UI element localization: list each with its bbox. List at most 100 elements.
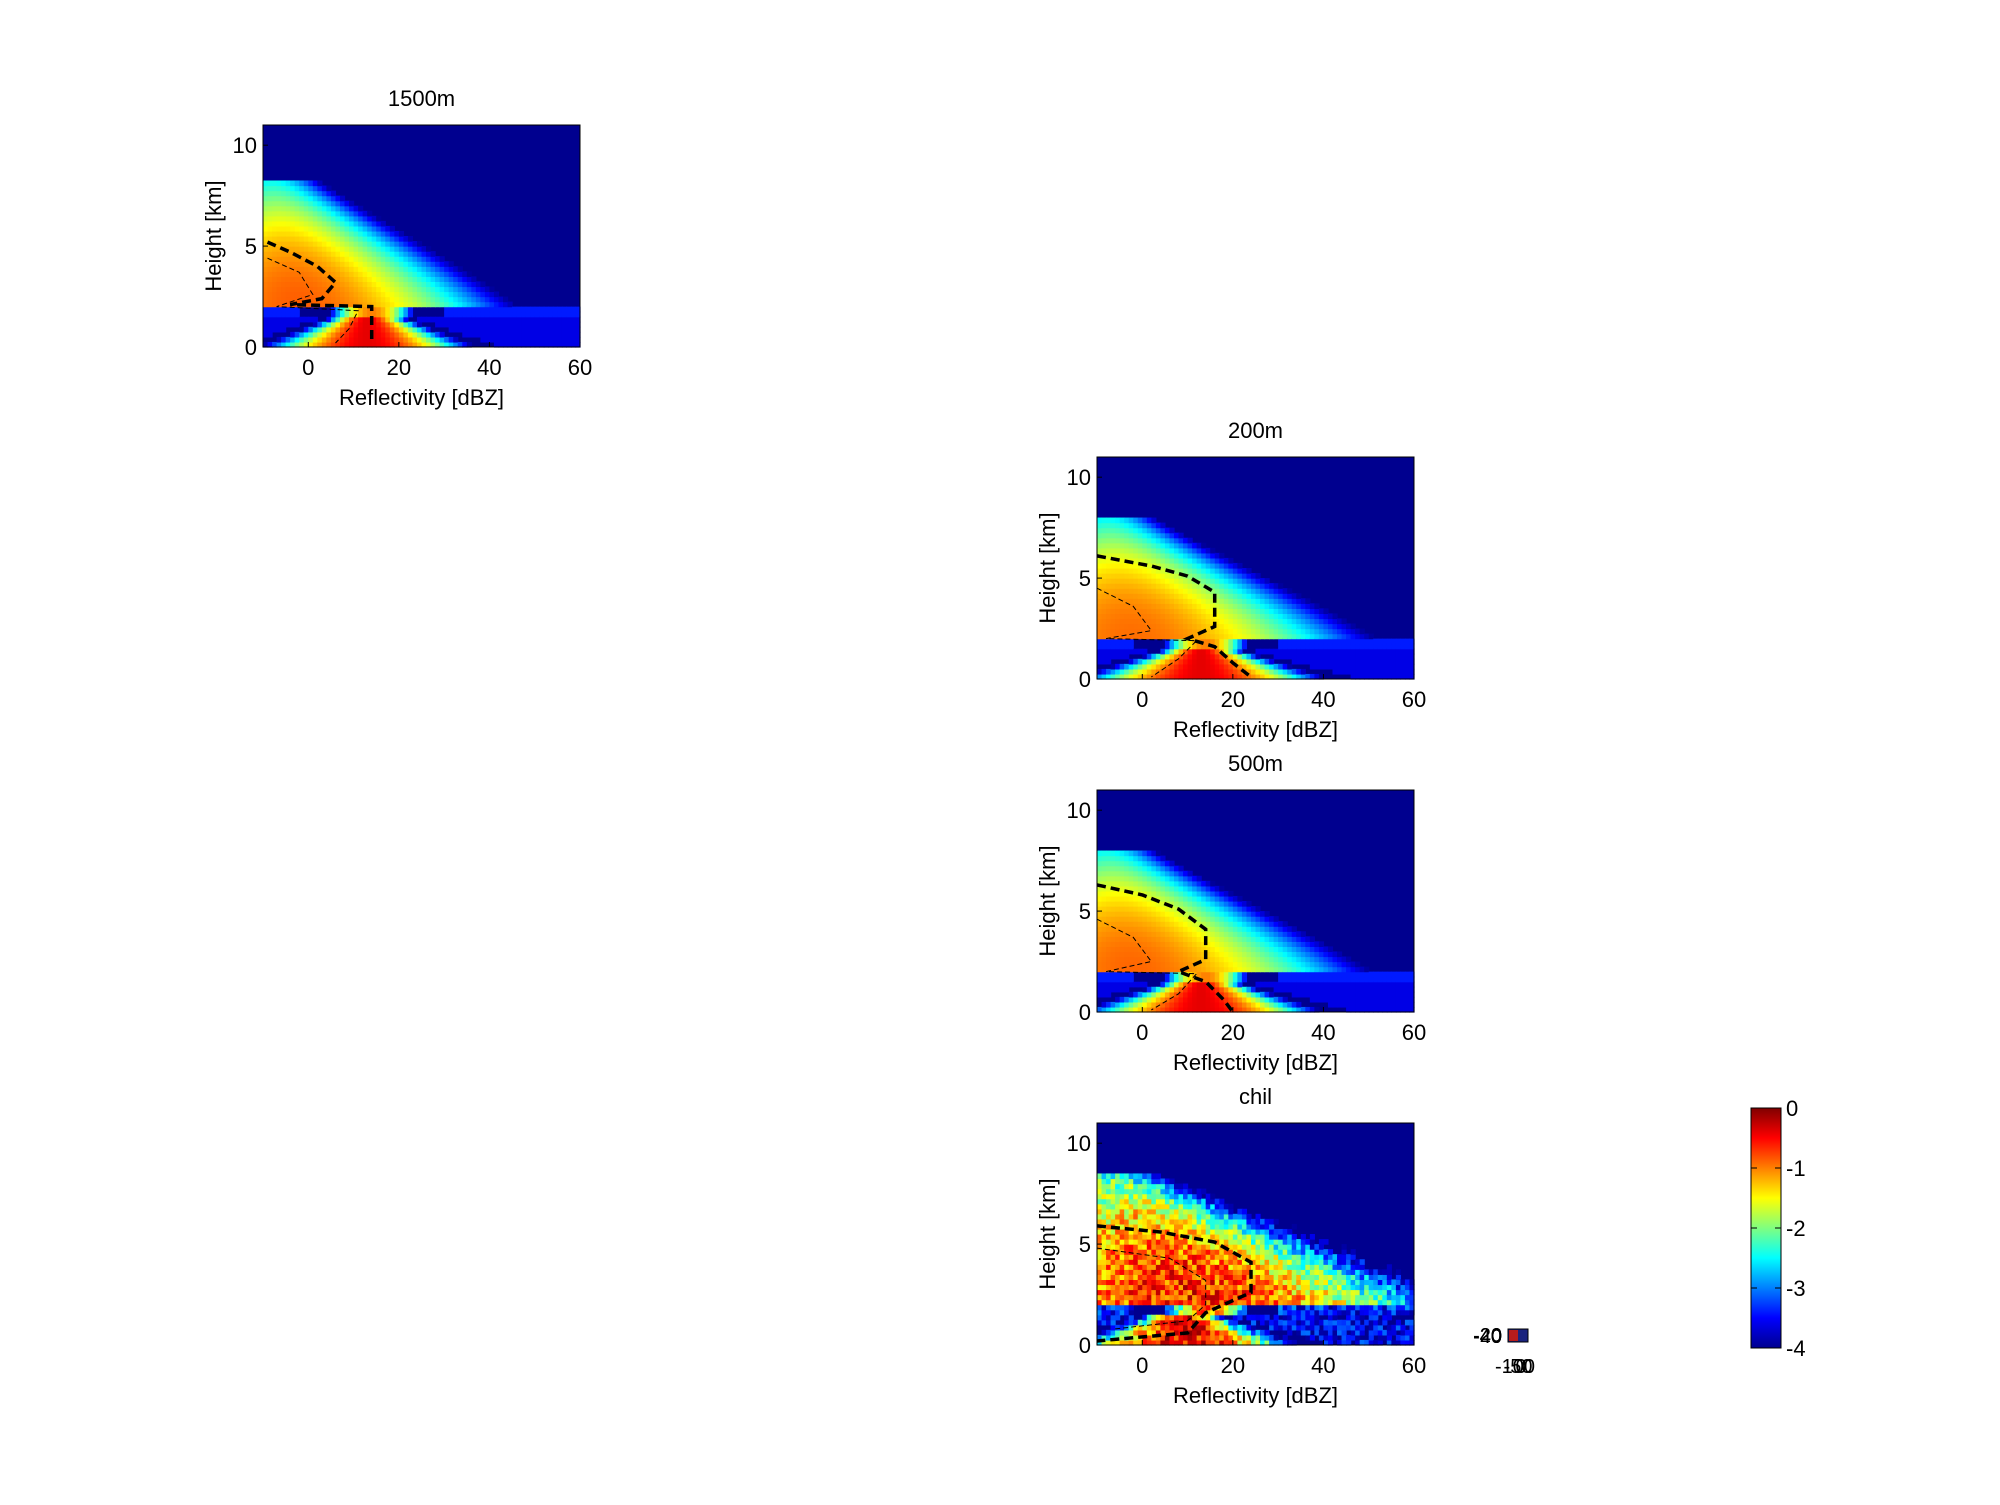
- heatmap-cell: [1242, 911, 1247, 917]
- heatmap-cell: [508, 317, 513, 323]
- heatmap-cell: [1310, 603, 1315, 609]
- heatmap-cell: [431, 286, 436, 292]
- heatmap-cell: [417, 281, 422, 287]
- heatmap-cell: [1201, 916, 1206, 922]
- heatmap-cell: [1224, 634, 1229, 640]
- heatmap-cell: [1160, 911, 1165, 917]
- heatmap-cell: [1219, 573, 1224, 579]
- heatmap-cell: [1124, 1179, 1129, 1185]
- heatmap-cell: [517, 327, 522, 333]
- heatmap-cell: [471, 297, 476, 303]
- heatmap-cell: [1165, 946, 1170, 952]
- heatmap-cell: [1129, 1264, 1134, 1270]
- heatmap-cell: [1133, 951, 1138, 957]
- heatmap-cell: [1228, 951, 1233, 957]
- heatmap-cell: [1169, 563, 1174, 569]
- heatmap-cell: [1156, 861, 1161, 867]
- heatmap-cell: [1147, 608, 1152, 614]
- heatmap-cell: [1251, 906, 1256, 912]
- heatmap-cell: [1391, 1002, 1396, 1008]
- heatmap-cell: [1156, 1290, 1161, 1296]
- heatmap-cell: [1323, 659, 1328, 665]
- heatmap-cell: [1369, 1002, 1374, 1008]
- heatmap-cell: [272, 266, 277, 272]
- heatmap-cell: [1174, 548, 1179, 554]
- heatmap-cell: [1151, 891, 1156, 897]
- heatmap-cell: [1097, 1300, 1102, 1306]
- heatmap-cell: [1396, 664, 1401, 670]
- heatmap-cell: [1224, 558, 1229, 564]
- heatmap-cell: [1129, 881, 1134, 887]
- heatmap-cell: [503, 307, 508, 313]
- heatmap-cell: [1179, 659, 1184, 665]
- heatmap-cell: [1278, 618, 1283, 624]
- heatmap-cell: [1160, 1199, 1165, 1205]
- heatmap-cell: [1115, 583, 1120, 589]
- heatmap-cell: [326, 221, 331, 227]
- heatmap-cell: [1188, 563, 1193, 569]
- heatmap-cell: [1319, 618, 1324, 624]
- heatmap-cell: [1169, 941, 1174, 947]
- heatmap-cell: [1260, 941, 1265, 947]
- heatmap-cell: [286, 196, 291, 202]
- heatmap-cell: [431, 327, 436, 333]
- heatmap-cell: [358, 266, 363, 272]
- heatmap-cell: [1147, 916, 1152, 922]
- heatmap-cell: [1219, 901, 1224, 907]
- heatmap-cell: [503, 337, 508, 343]
- heatmap-cell: [1160, 992, 1165, 998]
- heatmap-cell: [1120, 946, 1125, 952]
- heatmap-cell: [467, 286, 472, 292]
- heatmap-cell: [1106, 901, 1111, 907]
- heatmap-cell: [1106, 1264, 1111, 1270]
- heatmap-cell: [1151, 613, 1156, 619]
- heatmap-cell: [1133, 1173, 1138, 1179]
- heatmap-cell: [1197, 1219, 1202, 1225]
- heatmap-cell: [1242, 921, 1247, 927]
- heatmap-cell: [1124, 613, 1129, 619]
- heatmap-cell: [403, 302, 408, 308]
- heatmap-cell: [354, 236, 359, 242]
- heatmap-cell: [1124, 1244, 1129, 1250]
- heatmap-cell: [1351, 962, 1356, 968]
- heatmap-cell: [1156, 1184, 1161, 1190]
- heatmap-cell: [1124, 523, 1129, 529]
- heatmap-cell: [381, 297, 386, 303]
- heatmap-cell: [358, 281, 363, 287]
- heatmap-cell: [1292, 659, 1297, 665]
- heatmap-cell: [1160, 1269, 1165, 1275]
- heatmap-cell: [426, 337, 431, 343]
- heatmap-cell: [498, 297, 503, 303]
- heatmap-cell: [449, 266, 454, 272]
- heatmap-cell: [1165, 629, 1170, 635]
- heatmap-cell: [1133, 1279, 1138, 1285]
- heatmap-cell: [1097, 1264, 1102, 1270]
- heatmap-cell: [299, 216, 304, 222]
- heatmap-cell: [385, 226, 390, 232]
- heatmap-cell: [1133, 1254, 1138, 1260]
- heatmap-cell: [1120, 1229, 1125, 1235]
- heatmap-cell: [1160, 533, 1165, 539]
- x-tick-label: 40: [1311, 1020, 1335, 1045]
- heatmap-cell: [1147, 563, 1152, 569]
- heatmap-cell: [1111, 1264, 1116, 1270]
- heatmap-cell: [1156, 1249, 1161, 1255]
- heatmap-cell: [1310, 972, 1315, 978]
- heatmap-cell: [408, 271, 413, 277]
- heatmap-cell: [1373, 649, 1378, 655]
- heatmap-cell: [1237, 936, 1242, 942]
- heatmap-cell: [530, 307, 535, 313]
- heatmap-cell: [1342, 629, 1347, 635]
- heatmap-cell: [1102, 941, 1107, 947]
- heatmap-cell: [1129, 916, 1134, 922]
- heatmap-cell: [1201, 1209, 1206, 1215]
- heatmap-cell: [1102, 538, 1107, 544]
- heatmap-cell: [340, 266, 345, 272]
- heatmap-cell: [1129, 871, 1134, 877]
- heatmap-cell: [1111, 1274, 1116, 1280]
- heatmap-cell: [1265, 982, 1270, 988]
- heatmap-cell: [1106, 931, 1111, 937]
- heatmap-cell: [1337, 629, 1342, 635]
- heatmap-cell: [1169, 1264, 1174, 1270]
- heatmap-cell: [1296, 669, 1301, 675]
